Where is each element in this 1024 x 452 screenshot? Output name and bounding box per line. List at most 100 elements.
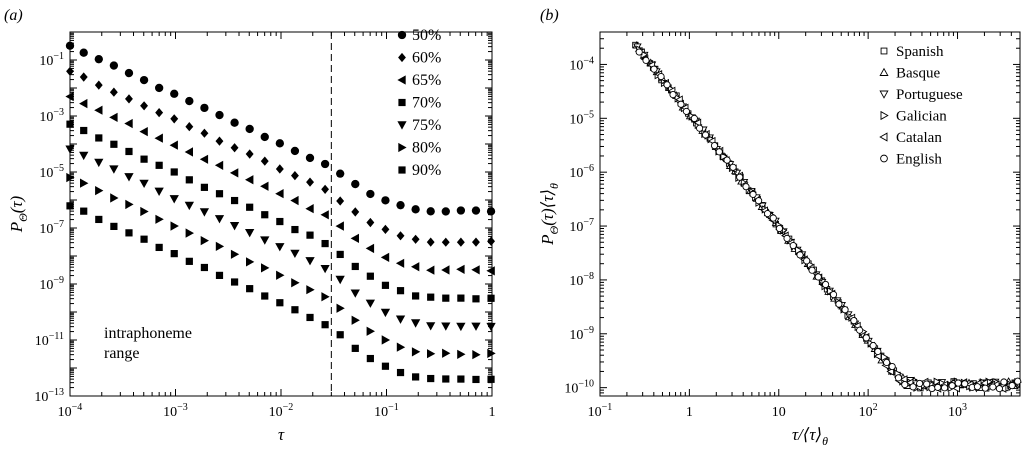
data-point xyxy=(260,156,269,166)
data-point xyxy=(170,114,179,124)
data-point xyxy=(215,136,224,146)
data-point xyxy=(290,195,299,206)
data-point xyxy=(95,134,103,142)
data-point xyxy=(95,215,103,224)
legend-marker xyxy=(398,142,407,153)
data-point xyxy=(928,384,936,393)
data-point xyxy=(487,348,496,358)
data-point xyxy=(427,349,436,359)
data-point xyxy=(214,160,224,170)
data-point xyxy=(229,222,240,231)
data-point xyxy=(261,292,269,300)
data-point xyxy=(351,344,359,352)
data-point xyxy=(154,83,164,93)
data-point xyxy=(366,326,375,336)
x-tick-label: 10 xyxy=(772,405,786,420)
x-tick-label: 10−1 xyxy=(588,402,613,420)
data-point xyxy=(729,163,737,171)
data-point xyxy=(442,375,450,383)
data-point xyxy=(155,108,164,118)
data-point xyxy=(139,179,149,188)
data-point xyxy=(486,322,496,332)
data-point xyxy=(246,257,255,267)
data-point xyxy=(80,126,88,135)
data-point xyxy=(366,354,374,363)
data-point xyxy=(66,172,75,183)
legend-label: 65% xyxy=(412,72,441,89)
data-point xyxy=(184,147,193,157)
data-point xyxy=(125,199,134,210)
series-75pct xyxy=(65,145,496,332)
x-tick-label: 1 xyxy=(686,405,693,420)
data-point xyxy=(66,66,74,76)
y-tick-label: 10−5 xyxy=(39,163,64,181)
data-point xyxy=(335,275,345,285)
data-point xyxy=(366,217,375,228)
y-tick-label: 10−4 xyxy=(569,55,594,73)
data-point xyxy=(139,75,149,85)
data-point xyxy=(486,266,495,276)
data-point xyxy=(472,237,480,247)
legend-marker xyxy=(880,110,889,121)
data-point xyxy=(366,189,375,199)
data-point xyxy=(200,103,209,113)
legend-label: 90% xyxy=(412,162,441,179)
data-point xyxy=(351,179,360,189)
data-point xyxy=(412,373,420,381)
data-point xyxy=(366,272,374,280)
data-point xyxy=(916,379,924,388)
data-point xyxy=(245,149,254,159)
legend-label: Portuguese xyxy=(896,87,963,103)
data-point xyxy=(95,186,104,196)
data-point xyxy=(79,48,88,57)
data-point xyxy=(154,187,164,196)
data-point xyxy=(696,124,704,132)
data-point xyxy=(260,132,269,142)
data-point xyxy=(1008,381,1016,390)
data-point xyxy=(199,208,209,217)
legend-b: Spanish Basque Portuguese Galician Catalan En… xyxy=(879,44,963,168)
data-point xyxy=(336,331,344,339)
legend-label: Basque xyxy=(896,66,941,82)
data-point xyxy=(381,335,391,345)
series-50pct xyxy=(65,41,496,216)
data-point xyxy=(230,196,239,205)
data-point xyxy=(245,175,254,185)
data-point xyxy=(155,214,164,224)
x-axis-label: τ/⟨τ⟩θ xyxy=(792,425,828,448)
data-point xyxy=(829,290,838,299)
data-point xyxy=(456,206,466,215)
data-point xyxy=(214,215,225,224)
data-point xyxy=(663,81,671,89)
data-point xyxy=(185,122,194,132)
data-point xyxy=(894,374,903,382)
data-point xyxy=(441,265,450,275)
data-point xyxy=(291,171,299,181)
data-point xyxy=(457,375,465,383)
data-point xyxy=(199,154,209,164)
y-tick-label: 10−7 xyxy=(39,219,64,237)
data-point xyxy=(769,214,777,222)
data-point xyxy=(456,237,465,247)
legend-marker xyxy=(880,154,888,163)
data-point xyxy=(276,270,285,280)
plot-frame xyxy=(599,31,1021,397)
data-point xyxy=(472,375,480,384)
data-point xyxy=(888,362,896,371)
data-point xyxy=(276,217,284,226)
data-point xyxy=(669,91,677,99)
data-point xyxy=(380,308,391,318)
data-point xyxy=(365,299,375,308)
data-point xyxy=(80,207,88,215)
data-point xyxy=(170,250,178,258)
data-point xyxy=(215,190,224,198)
legend-marker xyxy=(397,121,407,130)
data-point xyxy=(381,281,390,289)
data-point xyxy=(200,263,209,272)
data-point xyxy=(396,287,405,295)
data-point xyxy=(457,349,466,359)
data-point xyxy=(306,231,314,239)
data-point xyxy=(396,201,405,210)
y-tick-label: 10−9 xyxy=(39,275,64,293)
data-point xyxy=(973,383,982,391)
